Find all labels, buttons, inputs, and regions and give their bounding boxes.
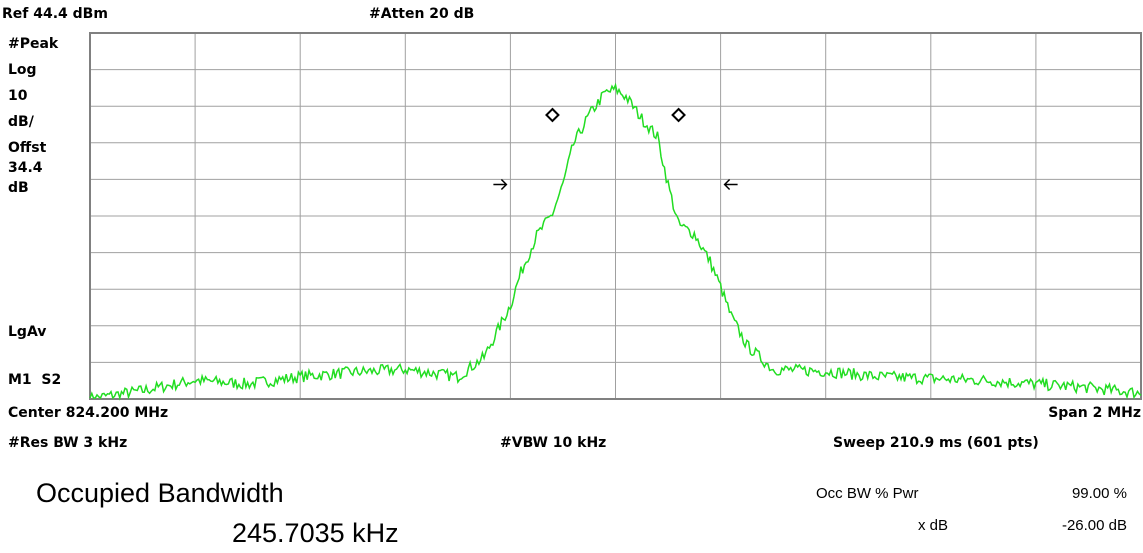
vbw-label: #VBW 10 kHz [500,435,607,451]
markers-label: M1 S2 [8,372,62,388]
center-frequency-label: Center 824.200 MHz [8,405,169,421]
offset-label: Offst [8,140,47,156]
res-bw-label: #Res BW 3 kHz [8,435,128,451]
occ-bw-value: 99.00 % [1071,485,1127,502]
marker-diamond [671,107,686,123]
result-title: Occupied Bandwidth [36,478,284,508]
xdb-label: x dB [918,517,949,534]
plot-markers [493,107,738,191]
spectrum-trace [89,82,1142,401]
scale-value-label: 10 [8,88,28,104]
attenuation-label: #Atten 20 dB [369,6,475,22]
result-value: 245.7035 kHz [232,518,399,548]
plot-grid [90,33,1141,399]
span-label: Span 2 MHz [1048,405,1141,421]
marker-diamond [545,107,560,123]
offset-value-label: 34.4 [8,160,43,176]
xdb-value: -26.00 dB [1061,517,1127,534]
scale-unit-label: dB/ [8,114,34,130]
offset-unit-label: dB [8,180,29,196]
marker-arrow-left [723,178,738,191]
sweep-label: Sweep 210.9 ms (601 pts) [833,435,1039,451]
marker-arrow-right [493,178,508,191]
detector-label: #Peak [8,36,59,52]
plot-frame [89,32,1142,400]
averaging-label: LgAv [8,324,47,340]
ref-level-label: Ref 44.4 dBm [2,6,108,22]
scale-type-label: Log [8,62,37,78]
occ-bw-label: Occ BW % Pwr [816,485,919,502]
